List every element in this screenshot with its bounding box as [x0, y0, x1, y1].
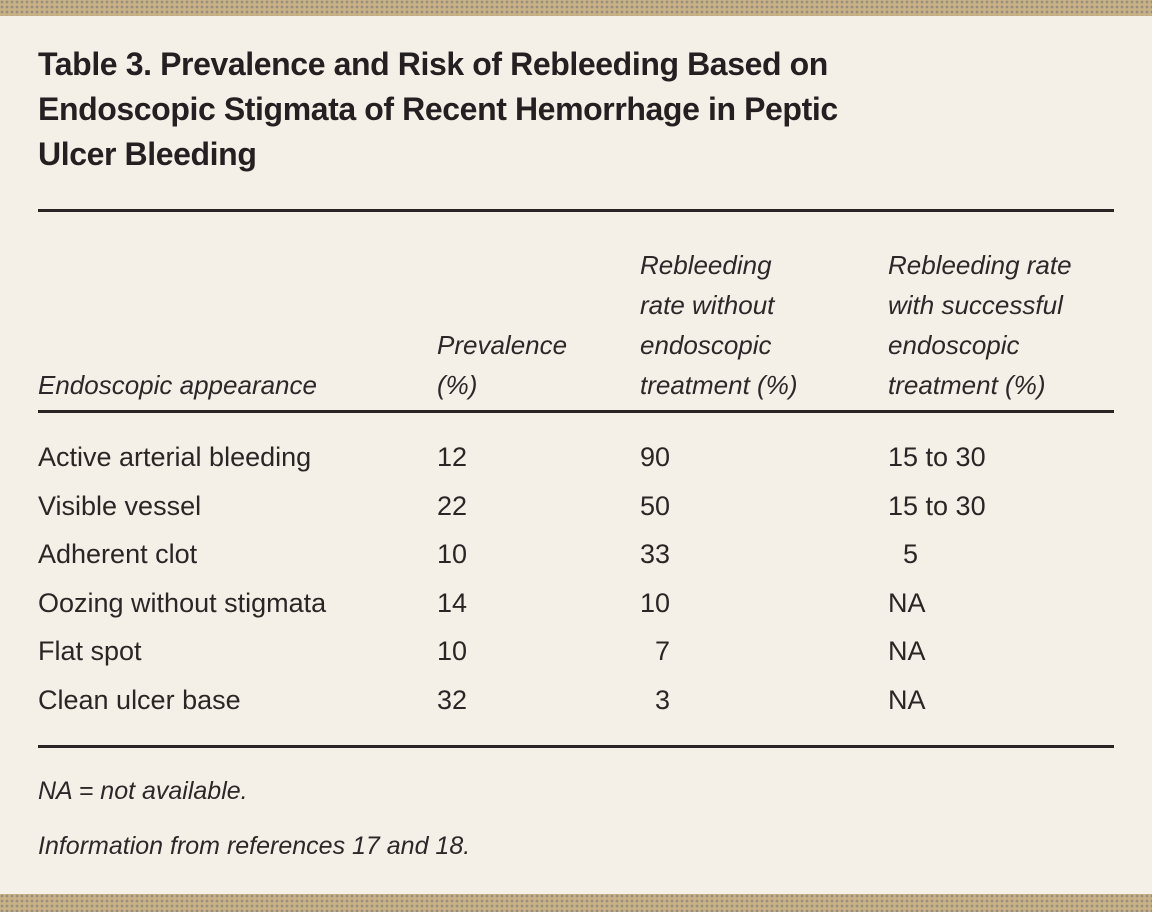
- cell-rebleed-without: 33: [640, 539, 671, 570]
- cell-rebleed-with: 5: [903, 539, 919, 570]
- cell-prevalence: 14: [437, 587, 468, 618]
- table-row-active-arterial-bleeding: Active arterial bleeding 12 90 15 to 30: [38, 433, 1114, 482]
- cell-rebleed-without: 7: [655, 636, 671, 667]
- cell-rebleed-without: 3: [655, 684, 671, 715]
- cell-prevalence: 22: [437, 490, 468, 521]
- cell-prevalence: 10: [437, 539, 468, 570]
- cell-rebleed-without: 50: [640, 490, 671, 521]
- column-header-endoscopic-appearance: Endoscopic appearance: [38, 370, 317, 400]
- cell-rebleed-with: NA: [888, 684, 926, 715]
- cell-rebleed-without: 90: [640, 442, 671, 472]
- column-header-prevalence: Prevalence (%): [437, 330, 568, 400]
- cell-rebleed-without: 10: [640, 587, 671, 618]
- table-row-clean-ulcer-base: Clean ulcer base 32 3 NA: [38, 676, 1114, 725]
- table-row-visible-vessel: Visible vessel 22 50 15 to 30: [38, 482, 1114, 531]
- top-accent-bar: [0, 0, 1152, 16]
- bottom-accent-bar: [0, 894, 1152, 912]
- header-divider-rule: [38, 410, 1114, 413]
- cell-appearance: Visible vessel: [38, 490, 202, 521]
- cell-rebleed-with: 15 to 30: [888, 442, 986, 472]
- cell-rebleed-with: NA: [888, 636, 926, 667]
- cell-rebleed-with: 15 to 30: [888, 490, 986, 521]
- cell-prevalence: 10: [437, 636, 468, 667]
- footnote-references: Information from references 17 and 18.: [38, 832, 471, 860]
- table-bottom-rule: [38, 745, 1114, 748]
- cell-prevalence: 12: [437, 442, 468, 472]
- table-header-row: Endoscopic appearance Prevalence (%) Reb…: [38, 212, 1114, 405]
- title-divider-rule: [38, 209, 1114, 212]
- table-body: Active arterial bleeding 12 90 15 to 30 …: [38, 433, 1114, 725]
- cell-appearance: Clean ulcer base: [38, 684, 241, 715]
- cell-appearance: Active arterial bleeding: [38, 442, 312, 472]
- cell-appearance: Flat spot: [38, 636, 142, 667]
- column-header-rebleeding-without-treatment: Rebleeding rate without endoscopic treat…: [640, 250, 798, 400]
- cell-rebleed-with: NA: [888, 587, 926, 618]
- table-content-area: Table 3. Prevalence and Risk of Rebleedi…: [38, 0, 1114, 912]
- footnote-na-definition: NA = not available.: [38, 777, 248, 805]
- cell-appearance: Adherent clot: [38, 539, 198, 570]
- column-header-rebleeding-with-treatment: Rebleeding rate with successful endoscop…: [888, 250, 1072, 400]
- table-row-flat-spot: Flat spot 10 7 NA: [38, 627, 1114, 676]
- table-row-oozing-without-stigmata: Oozing without stigmata 14 10 NA: [38, 579, 1114, 628]
- cell-prevalence: 32: [437, 684, 468, 715]
- cell-appearance: Oozing without stigmata: [38, 587, 327, 618]
- table-row-adherent-clot: Adherent clot 10 33 5: [38, 530, 1114, 579]
- table-title: Table 3. Prevalence and Risk of Rebleedi…: [38, 46, 838, 172]
